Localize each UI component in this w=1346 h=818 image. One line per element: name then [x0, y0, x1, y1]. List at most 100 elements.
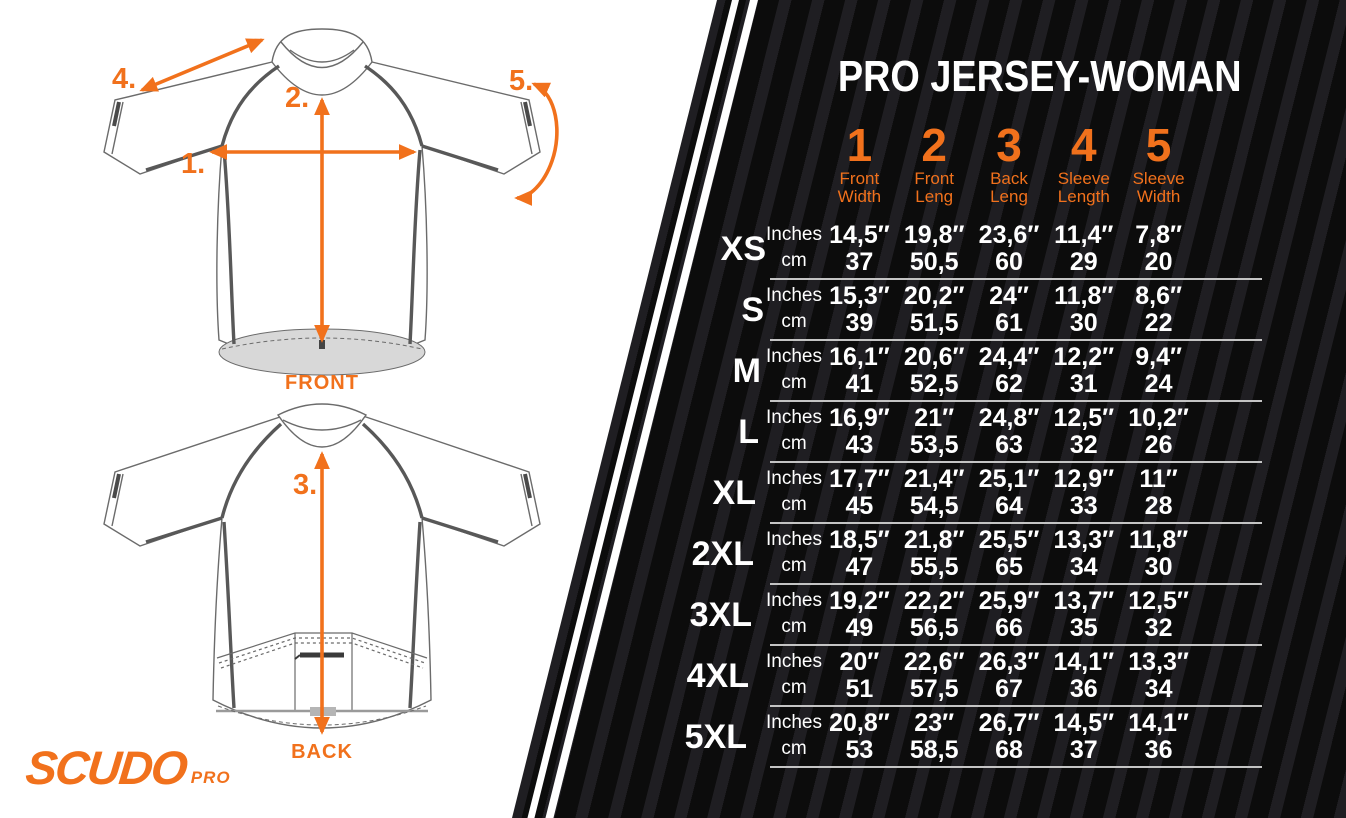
inches-value: 12,2″: [1053, 343, 1115, 371]
inches-value: 24,4″: [978, 343, 1040, 371]
back-length-cell: 25,5″ 65: [972, 524, 1047, 585]
inches-value: 15,3″: [829, 282, 890, 310]
inches-value: 14,5″: [1053, 709, 1115, 737]
inches-value: 19,2″: [829, 587, 890, 615]
measure-arrow-5: [514, 82, 559, 206]
sleeve-length-cell: 11,4″ 29: [1046, 219, 1121, 280]
front-width-cell: 19,2″ 49: [822, 585, 897, 646]
back-length-cell: 24,8″ 63: [972, 402, 1047, 463]
panel-title-text: PRO JERSEY-WOMAN: [838, 52, 1242, 101]
front-width-cell: 17,7″ 45: [822, 463, 897, 524]
table-row: 3XL Inches cm 19,2″ 49 22,2″ 56,5 25,9″ …: [656, 585, 1268, 646]
inches-value: 12,5″: [1053, 404, 1115, 432]
cm-value: 45: [845, 492, 874, 520]
column-label-line1: Sleeve: [1057, 169, 1110, 188]
column-header: 3 Back Leng: [972, 120, 1047, 206]
cm-value: 55,5: [909, 553, 959, 581]
brand-logo: SCUDO PRO: [23, 741, 231, 794]
sleeve-length-cell: 13,7″ 35: [1046, 585, 1121, 646]
unit-inches-label: Inches: [766, 590, 822, 611]
size-label: M: [732, 352, 761, 390]
inches-value: 25,5″: [978, 526, 1040, 554]
inches-value: 20,8″: [829, 709, 890, 737]
cm-value: 39: [845, 309, 874, 337]
measure-label-5: 5.: [509, 65, 534, 97]
back-length-cell: 26,7″ 68: [972, 707, 1047, 768]
unit-inches-label: Inches: [766, 468, 822, 489]
front-length-cell: 21,8″ 55,5: [897, 524, 972, 585]
column-label-line2: Width: [1136, 187, 1181, 206]
table-row: L Inches cm 16,9″ 43 21″ 53,5 24,8″ 63 1…: [656, 402, 1268, 463]
unit-cm-label: cm: [781, 433, 807, 454]
front-width-cell: 14,5″ 37: [822, 219, 897, 280]
size-table-rows: XS Inches cm 14,5″ 37 19,8″ 50,5 23,6″ 6…: [656, 219, 1268, 768]
inches-value: 24,8″: [978, 404, 1040, 432]
cm-value: 57,5: [909, 675, 959, 703]
unit-inches-label: Inches: [766, 529, 822, 550]
cm-value: 63: [995, 431, 1023, 459]
inches-value: 14,1″: [1128, 709, 1189, 737]
cm-value: 41: [845, 370, 874, 398]
measure-label-4: 4.: [112, 63, 137, 95]
front-length-cell: 21,4″ 54,5: [897, 463, 972, 524]
back-length-cell: 25,9″ 66: [972, 585, 1047, 646]
inches-value: 22,6″: [903, 648, 965, 676]
inches-value: 23″: [914, 709, 955, 737]
sleeve-length-cell: 12,9″ 33: [1046, 463, 1121, 524]
column-number: 4: [1070, 119, 1097, 171]
size-label: S: [741, 291, 764, 329]
measure-arrow-4: [139, 38, 265, 92]
column-headers: 1 Front Width 2 Front Leng 3 Back Leng 4…: [822, 120, 1196, 206]
cm-value: 35: [1069, 614, 1098, 642]
cm-value: 52,5: [909, 370, 959, 398]
unit-labels: Inches cm: [766, 646, 822, 707]
table-row: XL Inches cm 17,7″ 45 21,4″ 54,5 25,1″ 6…: [656, 463, 1268, 524]
inches-value: 11″: [1139, 465, 1178, 493]
front-length-cell: 23″ 58,5: [897, 707, 972, 768]
inches-value: 21,8″: [903, 526, 965, 554]
cm-value: 37: [845, 248, 874, 276]
inches-value: 17,7″: [829, 465, 890, 493]
cm-value: 34: [1144, 675, 1173, 703]
back-length-cell: 25,1″ 64: [972, 463, 1047, 524]
sleeve-width-cell: 8,6″ 22: [1121, 280, 1196, 341]
unit-inches-label: Inches: [766, 407, 822, 428]
sleeve-width-cell: 10,2″ 26: [1121, 402, 1196, 463]
column-label-line2: Length: [1057, 187, 1110, 206]
inches-value: 22,2″: [903, 587, 965, 615]
front-width-cell: 20,8″ 53: [822, 707, 897, 768]
inches-value: 20″: [839, 648, 880, 676]
sleeve-width-cell: 9,4″ 24: [1121, 341, 1196, 402]
column-header: 2 Front Leng: [897, 120, 972, 206]
sleeve-width-cell: 11″ 28: [1121, 463, 1196, 524]
sleeve-length-cell: 12,2″ 31: [1046, 341, 1121, 402]
cm-value: 51: [845, 675, 874, 703]
inches-value: 8,6″: [1135, 282, 1182, 310]
inches-value: 16,1″: [829, 343, 890, 371]
unit-labels: Inches cm: [766, 341, 822, 402]
sleeve-width-cell: 7,8″ 20: [1121, 219, 1196, 280]
column-label-line2: Leng: [990, 187, 1028, 206]
front-caption: FRONT: [285, 372, 359, 394]
back-length-cell: 24,4″ 62: [972, 341, 1047, 402]
inches-value: 11,4″: [1054, 221, 1114, 249]
cm-value: 68: [995, 736, 1023, 764]
column-label-line2: Leng: [915, 187, 954, 206]
column-label-line1: Front: [914, 169, 955, 188]
front-length-cell: 20,6″ 52,5: [897, 341, 972, 402]
cm-value: 62: [995, 370, 1023, 398]
cm-value: 24: [1144, 370, 1173, 398]
unit-cm-label: cm: [781, 494, 807, 515]
cm-value: 51,5: [909, 309, 959, 337]
cm-value: 67: [995, 675, 1023, 703]
sleeve-length-cell: 14,5″ 37: [1046, 707, 1121, 768]
brand-logo-text: SCUDO: [23, 741, 189, 794]
size-label: XL: [712, 474, 756, 512]
cm-value: 33: [1069, 492, 1098, 520]
size-label: L: [738, 413, 759, 451]
size-label: 5XL: [684, 718, 747, 756]
front-width-cell: 16,1″ 41: [822, 341, 897, 402]
cm-value: 36: [1069, 675, 1098, 703]
unit-labels: Inches cm: [766, 219, 822, 280]
cm-value: 20: [1144, 248, 1173, 276]
